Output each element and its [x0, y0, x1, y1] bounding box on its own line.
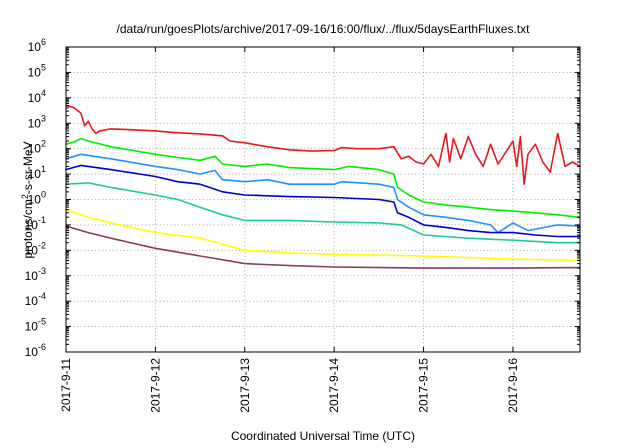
y-tick-exponent: 3 [41, 113, 46, 123]
y-tick-exponent: 5 [41, 62, 46, 72]
y-tick-label: 103 [28, 113, 46, 130]
y-tick-exponent: -2 [38, 240, 46, 250]
series-line-5 [65, 182, 581, 244]
x-tick-label: 2017-9-11 [59, 358, 73, 412]
y-tick-label: 104 [28, 88, 46, 105]
y-tick-exponent: -1 [38, 215, 46, 225]
x-tick-label: 2017-9-12 [148, 358, 162, 413]
y-tick-exponent: -4 [38, 291, 46, 301]
y-tick-label: 10-5 [25, 317, 46, 334]
y-tick-exponent: 1 [41, 164, 46, 174]
y-tick-exponent: -6 [38, 342, 46, 352]
x-axis-label: Coordinated Universal Time (UTC) [231, 429, 415, 443]
series-line-3 [65, 153, 581, 234]
series-line-1 [65, 104, 581, 185]
y-tick-exponent: 0 [41, 190, 46, 200]
y-axis-label-base: protons/cm [21, 199, 35, 258]
y-tick-label: 10-3 [25, 266, 46, 283]
series-group [65, 104, 581, 269]
y-tick-exponent: -5 [38, 317, 46, 327]
x-tick-label: 2017-9-16 [506, 358, 520, 413]
grid [66, 47, 580, 352]
y-tick-exponent: 2 [41, 139, 46, 149]
x-tick-labels: 2017-9-11 2017-9-12 2017-9-13 2017-9-14 2017… [59, 358, 520, 413]
axis-ticks [65, 46, 580, 353]
x-tick-label: 2017-9-15 [417, 358, 431, 413]
plot-frame [65, 46, 581, 353]
y-axis-label-rest: -s-sr-MeV [21, 141, 35, 194]
series-line-7 [65, 225, 581, 269]
y-axis-label: protons/cm2-s-sr-MeV [20, 141, 35, 258]
y-tick-label: 105 [28, 62, 46, 79]
y-tick-label: 10-6 [25, 342, 46, 359]
series-line-4 [65, 164, 581, 238]
x-tick-label: 2017-9-14 [327, 358, 341, 413]
y-tick-label: 106 [28, 37, 46, 54]
chart-title: /data/run/goesPlots/archive/2017-09-16/1… [117, 22, 531, 36]
series-line-2 [65, 137, 581, 219]
y-tick-exponent: 6 [41, 37, 46, 47]
y-axis-label-superscript: 2 [20, 194, 30, 199]
series-line-6 [65, 208, 581, 262]
y-tick-exponent: 4 [41, 88, 46, 98]
y-tick-label: 10-4 [25, 291, 46, 308]
x-tick-label: 2017-9-13 [238, 358, 252, 413]
y-tick-exponent: -3 [38, 266, 46, 276]
